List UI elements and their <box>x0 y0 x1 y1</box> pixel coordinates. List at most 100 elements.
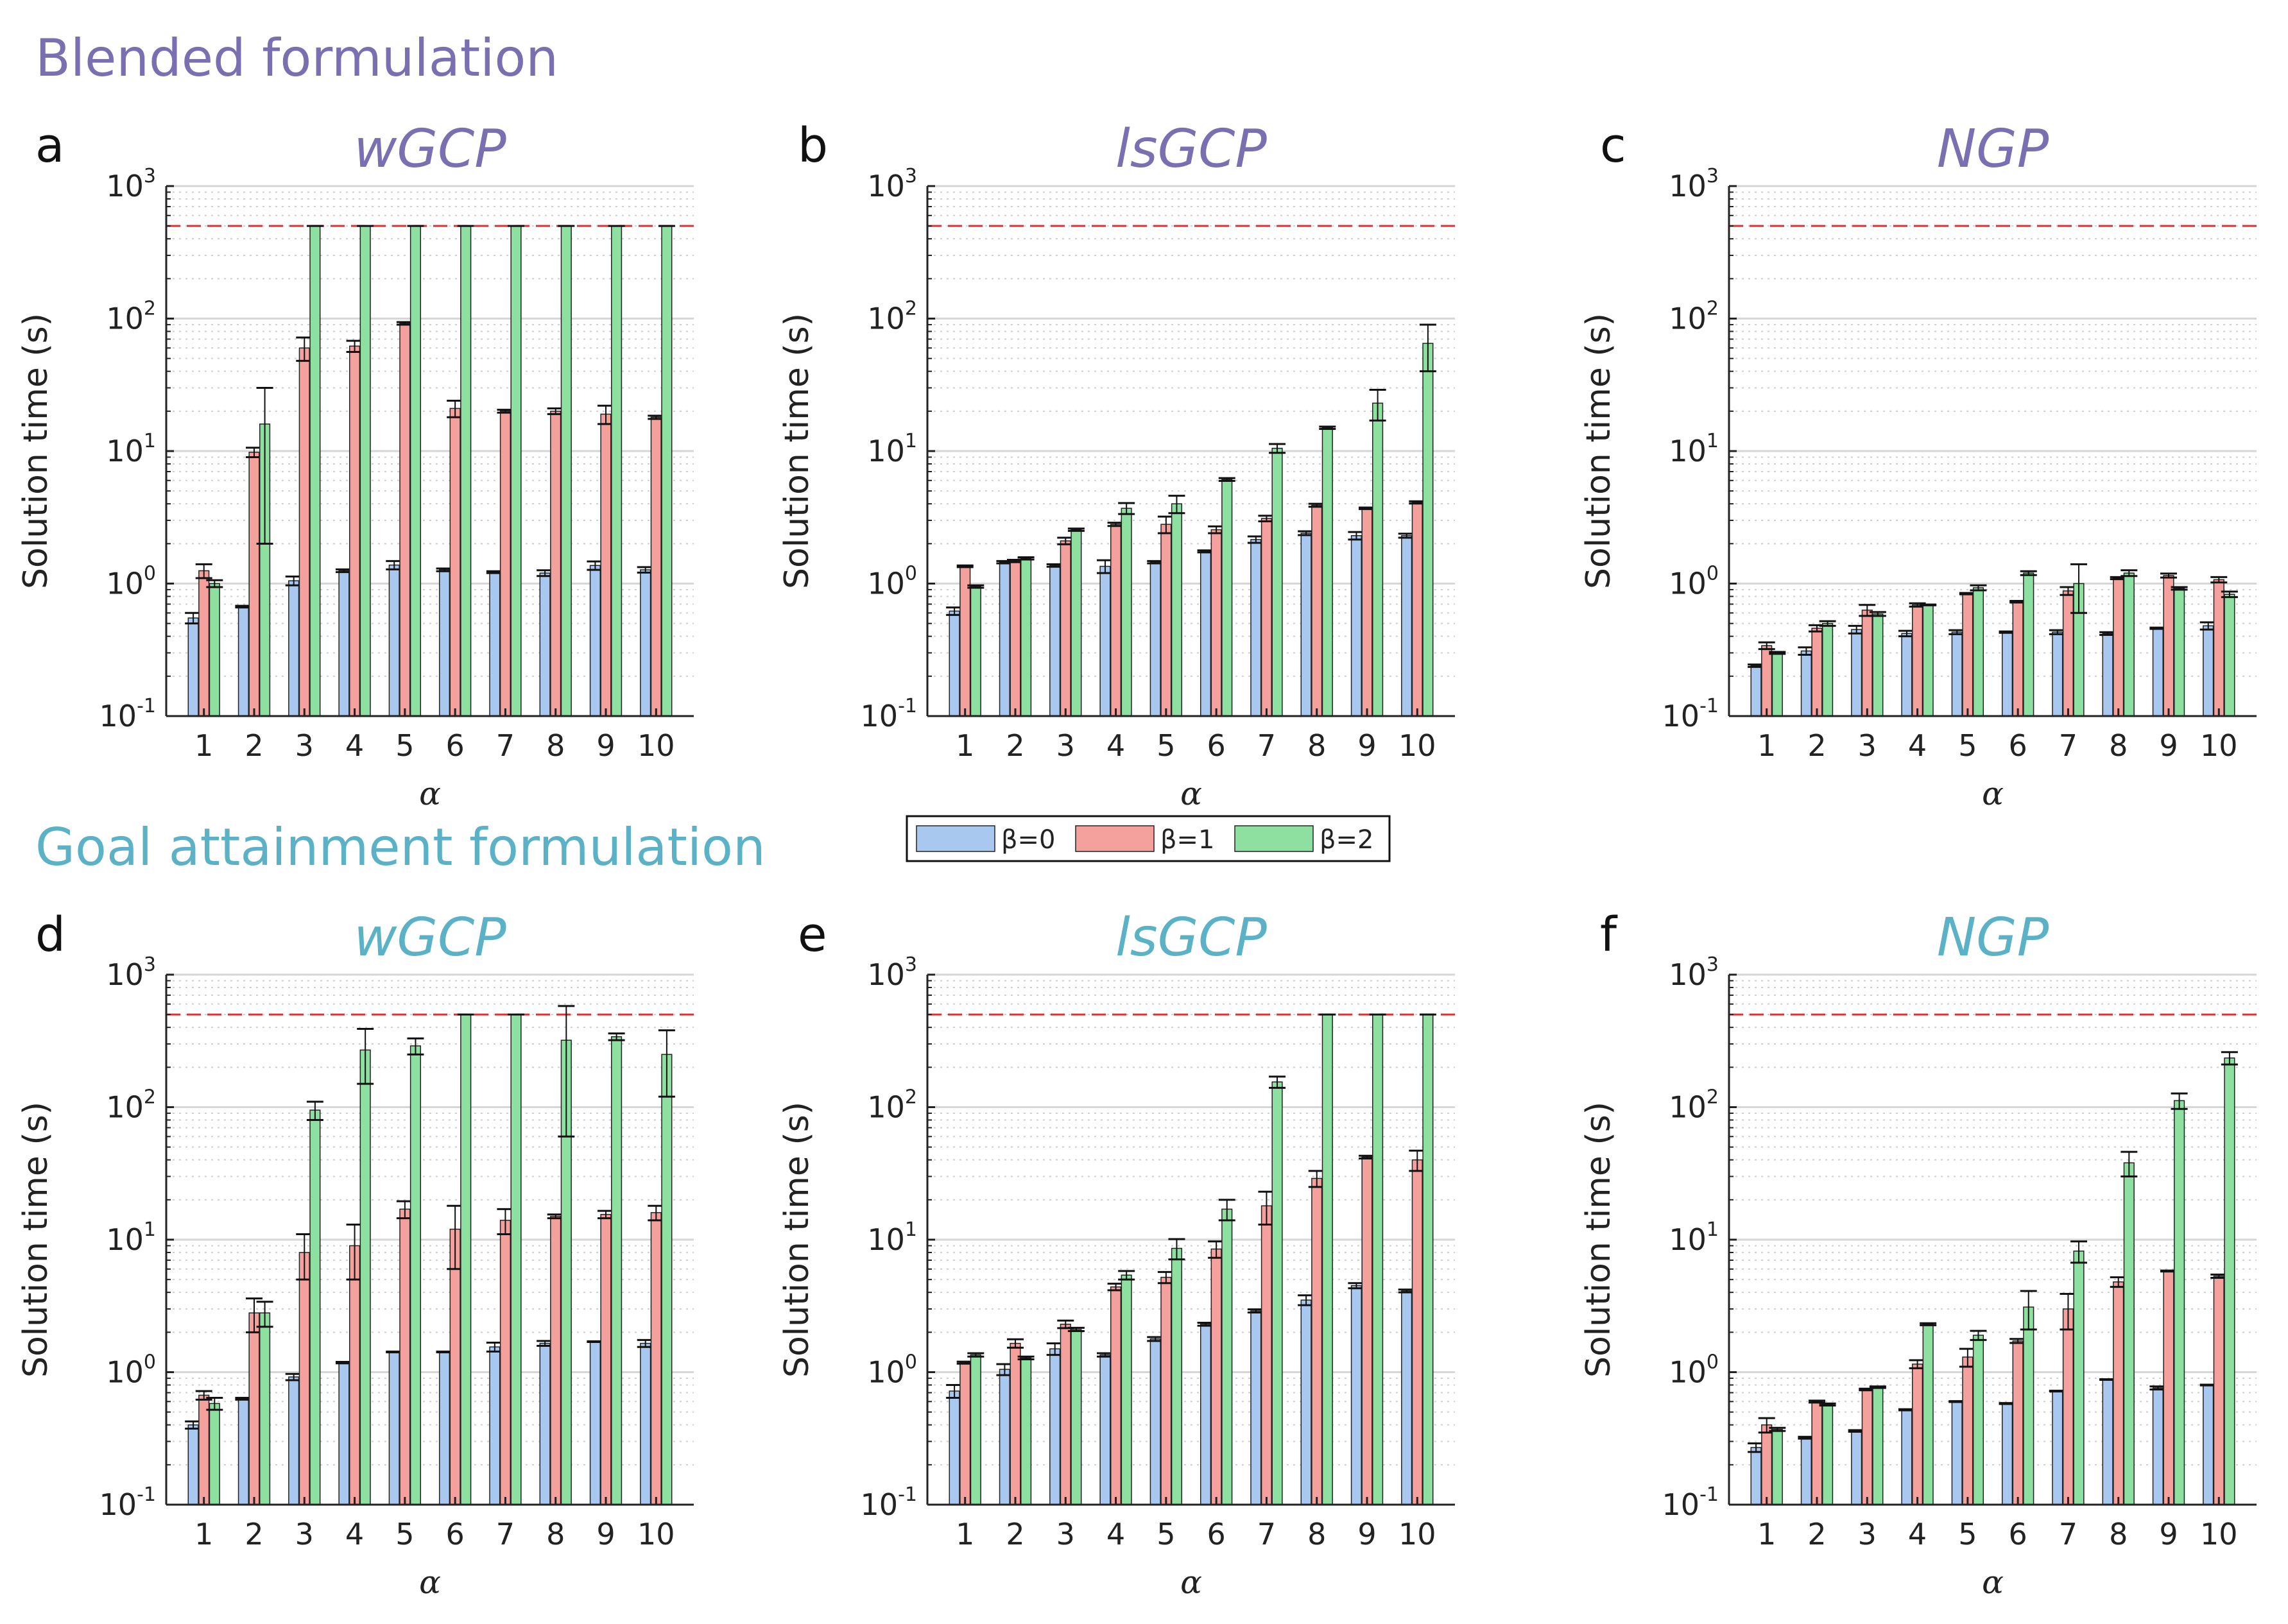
bar <box>2174 1100 2185 1505</box>
bar <box>1922 1324 1934 1505</box>
bar <box>1901 633 1913 717</box>
bar <box>1160 1276 1172 1505</box>
bar <box>1771 652 1783 717</box>
panel-letter: f <box>1600 907 1618 962</box>
x-tick-label: 5 <box>1157 1517 1175 1551</box>
bar <box>510 1014 522 1505</box>
bar <box>1020 558 1032 717</box>
bar <box>2152 1387 2163 1505</box>
bar <box>1071 529 1082 717</box>
bar <box>2152 628 2163 717</box>
bar <box>999 1369 1010 1505</box>
bar <box>1121 508 1132 717</box>
legend-label: β=0 <box>1001 825 1056 855</box>
bar <box>1372 402 1384 717</box>
bar <box>589 565 601 717</box>
panel-title: wGCP <box>354 907 506 968</box>
x-tick-label: 3 <box>1858 1517 1877 1551</box>
x-tick-label: 2 <box>245 728 263 763</box>
bar <box>1822 1404 1834 1505</box>
bar <box>388 1351 400 1505</box>
bar <box>338 1362 350 1505</box>
bar <box>661 1054 673 1505</box>
section-title-goal-attainment: Goal attainment formulation <box>35 817 766 877</box>
panel-title: lsGCP <box>1115 119 1267 180</box>
bar <box>1972 587 1984 717</box>
bar <box>1010 1342 1021 1505</box>
bar <box>198 570 210 717</box>
y-tick-label: 101 <box>106 430 156 468</box>
bar <box>1271 447 1283 717</box>
bar <box>1321 427 1333 717</box>
bar <box>2163 575 2174 717</box>
bar <box>1010 560 1021 717</box>
x-tick-label: 1 <box>1757 1517 1776 1551</box>
bar <box>1110 1286 1122 1505</box>
y-tick-label: 102 <box>867 1086 917 1125</box>
bar <box>1861 1389 1873 1505</box>
bar <box>209 1403 220 1505</box>
panel-letter: c <box>1600 118 1626 173</box>
x-tick-label: 4 <box>1106 1517 1125 1551</box>
x-tick-label: 6 <box>2009 1517 2027 1551</box>
legend-swatch <box>1234 825 1314 852</box>
x-tick-label: 2 <box>1006 1517 1024 1551</box>
x-tick-label: 5 <box>1958 728 1977 763</box>
bar <box>539 572 551 717</box>
panel-letter: a <box>35 118 64 173</box>
x-tick-label: 5 <box>1157 728 1175 763</box>
bar <box>1149 1338 1161 1505</box>
bar <box>237 606 249 717</box>
bar <box>1221 479 1233 717</box>
bar <box>460 1014 472 1505</box>
x-tick-label: 3 <box>1056 728 1075 763</box>
x-tick-label: 9 <box>1357 728 1376 763</box>
bar <box>600 1213 612 1505</box>
y-tick-label: 101 <box>1669 430 1719 468</box>
y-tick-label: 100 <box>867 1351 917 1390</box>
bar <box>1110 524 1122 717</box>
bar <box>2102 1379 2113 1505</box>
bar <box>2113 577 2124 717</box>
chart-panel-b: 10-1 100 101 102 103 1 2 3 4 5 6 7 8 9 10 α Solution tim… <box>778 118 1455 812</box>
bar <box>399 323 411 717</box>
x-tick-label: 10 <box>637 1517 675 1551</box>
y-tick-label: 103 <box>106 953 156 992</box>
y-tick-label: 103 <box>867 953 917 992</box>
x-tick-label: 2 <box>245 1517 263 1551</box>
bar <box>2224 1057 2235 1505</box>
bar <box>1049 1348 1061 1505</box>
bar <box>2012 601 2024 717</box>
bar <box>1861 610 1873 717</box>
bar <box>949 1390 960 1505</box>
x-tick-label: 3 <box>1056 1517 1075 1551</box>
bar <box>1350 1285 1362 1505</box>
bar <box>309 225 321 717</box>
panel-title: wGCP <box>354 119 506 180</box>
panel-letter: e <box>798 907 827 962</box>
legend-label: β=2 <box>1320 825 1374 855</box>
y-tick-label: 102 <box>1669 1086 1719 1125</box>
bar <box>1221 1208 1233 1505</box>
bar <box>640 569 651 717</box>
bar <box>1401 1290 1413 1505</box>
x-tick-label: 6 <box>1207 1517 1226 1551</box>
x-axis-label: α <box>1180 1564 1202 1601</box>
bar <box>1851 629 1862 717</box>
bar <box>1911 604 1923 717</box>
bar <box>1099 565 1111 717</box>
bar <box>611 1036 623 1505</box>
bar <box>1761 645 1773 717</box>
x-tick-label: 2 <box>1807 728 1826 763</box>
x-tick-label: 5 <box>1958 1517 1977 1551</box>
bar <box>1049 565 1061 717</box>
bar <box>259 1312 271 1505</box>
y-tick-label: 100 <box>106 1351 156 1390</box>
x-tick-label: 3 <box>295 1517 314 1551</box>
bar <box>409 225 422 717</box>
y-tick-label: 10-1 <box>1662 1483 1719 1522</box>
x-tick-label: 10 <box>1398 728 1436 763</box>
bar <box>1350 535 1362 717</box>
bar <box>1271 1081 1283 1505</box>
bar <box>1149 561 1161 717</box>
